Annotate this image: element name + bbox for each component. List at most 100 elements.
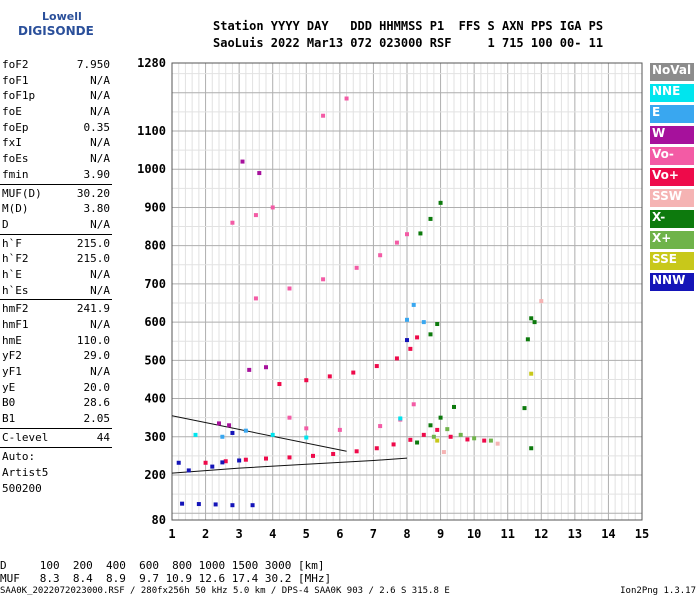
param-value: 215.0 <box>76 236 110 250</box>
point-x <box>431 434 436 439</box>
legend-vo-swatch: Vo+ <box>650 168 694 186</box>
param-key: foE <box>2 105 22 119</box>
point-x <box>418 231 423 236</box>
param-value: N/A <box>90 365 110 379</box>
x-tick-label: 2 <box>202 527 209 541</box>
auto-scaling-line: Auto: <box>2 449 36 463</box>
param-value: 7.950 <box>76 58 110 71</box>
param-value: 3.90 <box>83 167 111 181</box>
point-vo <box>391 442 396 447</box>
param-separator <box>0 299 112 301</box>
param-value: 241.9 <box>76 302 110 316</box>
param-key: D <box>2 217 9 231</box>
point-vo <box>394 240 399 245</box>
point-nnw <box>230 430 235 435</box>
x-tick-label: 9 <box>437 527 444 541</box>
param-key: hmF2 <box>2 302 29 316</box>
legend-e-swatch: E <box>650 105 694 123</box>
param-key: foEs <box>2 152 29 166</box>
legend-nne-swatch: NNE <box>650 84 694 102</box>
point-vo <box>435 427 440 432</box>
param-value: 215.0 <box>76 252 110 266</box>
y-tick-label: 300 <box>144 430 166 444</box>
point-vo <box>304 378 309 383</box>
point-vo <box>415 335 420 340</box>
param-value: 20.0 <box>83 380 111 394</box>
y-tick-label: 600 <box>144 315 166 329</box>
point-x <box>428 216 433 221</box>
header-line1: Station YYYY DAY DDD HHMMSS P1 FFS S AXN… <box>213 19 604 33</box>
file-info-bar: SAA0K_2022072023000.RSF / 280fx256h 50 k… <box>0 586 700 596</box>
point-ssw <box>441 450 446 455</box>
footer-distance-row: D 100 200 400 600 800 1000 1500 3000 [km… <box>0 559 325 572</box>
point-vo <box>253 213 258 218</box>
param-row-fmin: fmin 3.90 <box>0 167 112 183</box>
x-tick-label: 4 <box>269 527 276 541</box>
legend-w-swatch: W <box>650 126 694 144</box>
param-key: fxI <box>2 136 22 150</box>
param-key: M(D) <box>2 202 29 216</box>
point-vo <box>421 432 426 437</box>
point-e <box>411 302 416 307</box>
point-nnw <box>176 460 181 465</box>
point-x <box>458 432 463 437</box>
point-x <box>435 322 440 327</box>
point-x <box>525 337 530 342</box>
point-vo <box>408 346 413 351</box>
point-x <box>415 440 420 445</box>
point-x <box>445 427 450 432</box>
footer-muf-row: MUF 8.3 8.4 8.9 9.7 10.9 12.6 17.4 30.2 … <box>0 572 332 585</box>
point-vo <box>354 265 359 270</box>
param-key: hmE <box>2 333 22 347</box>
param-row-hme: hmE 110.0 <box>0 333 112 349</box>
param-row-d: D N/A <box>0 217 112 233</box>
param-value: 2.05 <box>83 412 111 426</box>
point-x <box>529 446 534 451</box>
point-w <box>257 171 262 176</box>
point-vo <box>378 424 383 429</box>
param-row-foe: foE N/A <box>0 104 112 120</box>
point-vo <box>327 374 332 379</box>
param-key: C-level <box>2 430 49 444</box>
auto-scaling-line: Artist5 <box>2 465 49 479</box>
plot-frame <box>171 62 643 521</box>
point-w <box>227 423 232 428</box>
param-value: 29.0 <box>83 349 111 363</box>
point-vo <box>374 446 379 451</box>
logo-line2: DIGISONDE <box>18 24 94 38</box>
x-tick-label: 1 <box>168 527 175 541</box>
point-x <box>522 406 527 411</box>
param-key: yF1 <box>2 365 22 379</box>
param-value: N/A <box>90 283 110 297</box>
point-vo <box>223 459 228 464</box>
muf-table: D 100 200 400 600 800 1000 1500 3000 [km… <box>0 559 331 585</box>
param-row-foep: foEp 0.35 <box>0 120 112 136</box>
point-e <box>421 320 426 325</box>
param-row-fxi: fxI N/A <box>0 135 112 151</box>
param-value: N/A <box>90 318 110 331</box>
param-row-hmf2: hmF2 241.9 <box>0 301 112 317</box>
param-value: N/A <box>90 105 110 119</box>
point-vo <box>321 277 326 282</box>
point-nnw <box>237 458 242 463</box>
param-value: N/A <box>90 267 110 281</box>
point-vo <box>203 460 208 465</box>
point-vo <box>378 253 383 258</box>
param-row-foes: foEs N/A <box>0 151 112 167</box>
x-tick-label: 5 <box>303 527 310 541</box>
point-vo <box>374 364 379 369</box>
param-row-hf2: h`F2 215.0 <box>0 251 112 267</box>
point-x <box>428 332 433 337</box>
point-w <box>217 421 221 426</box>
point-w <box>247 367 252 372</box>
param-separator <box>0 446 112 448</box>
point-sse <box>529 371 534 376</box>
param-row-hes: h`Es N/A <box>0 283 112 299</box>
param-key: yE <box>2 380 16 394</box>
point-vo <box>264 456 268 461</box>
x-tick-label: 14 <box>601 527 615 541</box>
param-key: B0 <box>2 396 16 410</box>
x-tick-label: 13 <box>568 527 582 541</box>
param-row-yf1: yF1 N/A <box>0 364 112 380</box>
